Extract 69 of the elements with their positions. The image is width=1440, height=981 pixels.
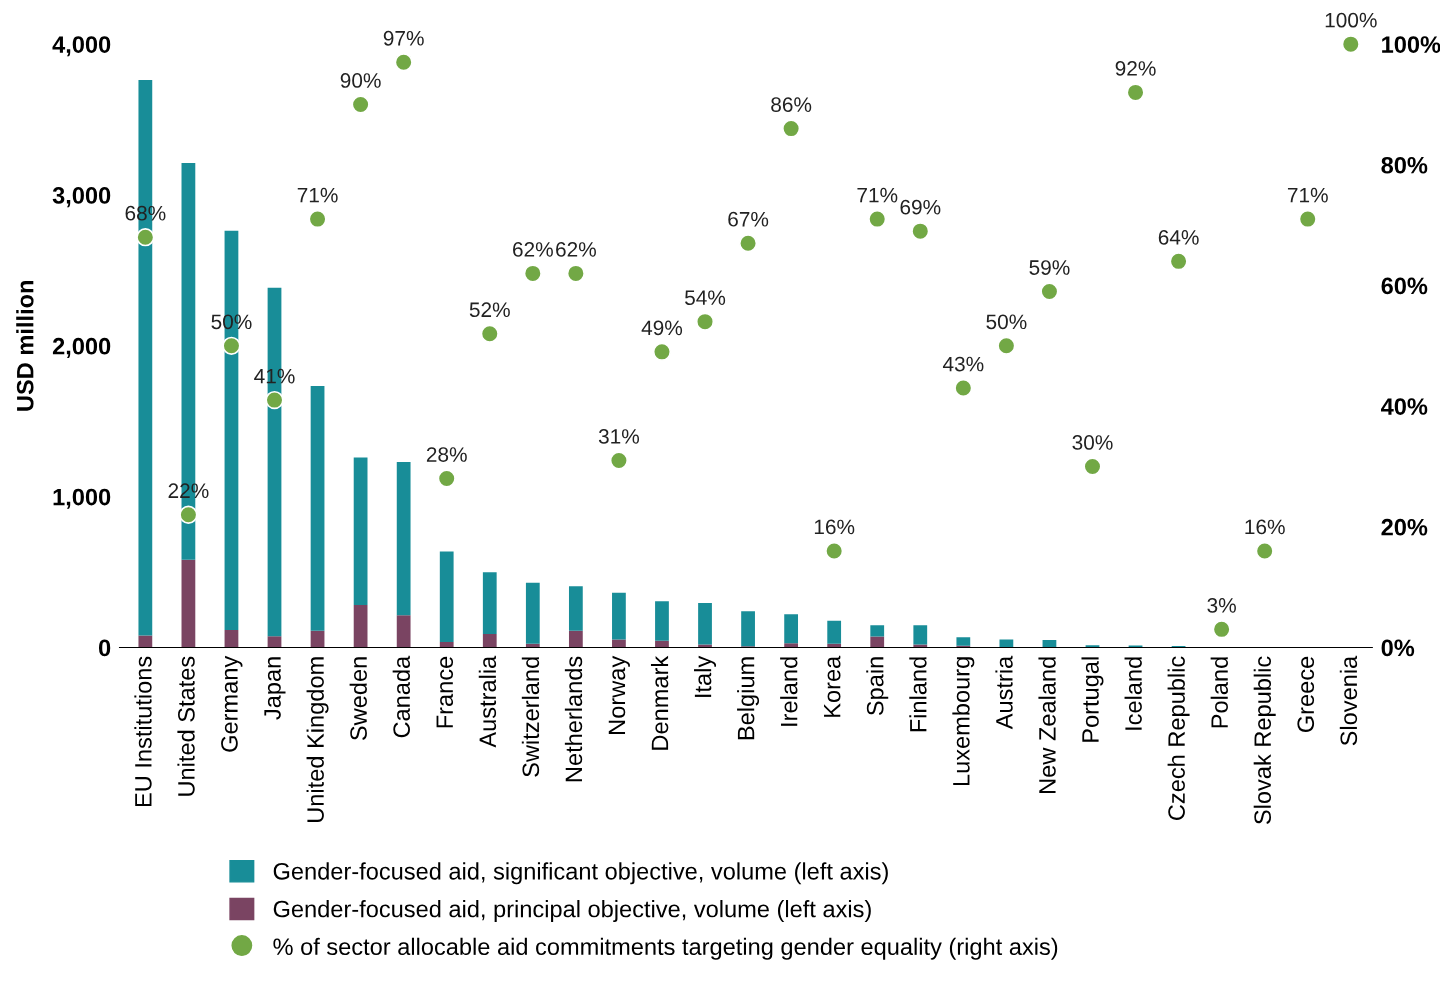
x-tick-label: Norway bbox=[608, 655, 630, 734]
x-tick-label: Ireland bbox=[780, 657, 798, 726]
y2-tick-label: 80% bbox=[1381, 156, 1428, 174]
data-label: 69% bbox=[900, 199, 941, 215]
x-tick-label: Austria bbox=[995, 655, 1013, 730]
data-label: 52% bbox=[469, 302, 510, 318]
y-tick-label: 3,000 bbox=[52, 187, 111, 208]
y2-tick-label: 20% bbox=[1381, 518, 1428, 536]
x-tick-label: New Zealand bbox=[1038, 657, 1056, 793]
data-label: 62% bbox=[556, 242, 596, 257]
data-label: 54% bbox=[685, 290, 726, 306]
data-label: 28% bbox=[426, 447, 467, 462]
data-label: 67% bbox=[728, 211, 769, 227]
data-label: 71% bbox=[857, 187, 898, 203]
legend-label: % of sector allocable aid commitments targeting gender equality (right axis) bbox=[273, 937, 1058, 960]
legend-label: Gender-focused aid, significant objective, volume (left axis) bbox=[273, 862, 888, 885]
x-tick-label: Denmark bbox=[650, 655, 669, 750]
data-label: 97% bbox=[383, 30, 424, 46]
x-tick-label: Finland bbox=[909, 657, 927, 732]
y-tick-label: 2,000 bbox=[52, 337, 111, 359]
data-label: 49% bbox=[641, 320, 683, 336]
x-tick-label: Switzerland bbox=[521, 657, 540, 777]
x-tick-label: EU Institutions bbox=[134, 656, 152, 807]
y-tick-label: 4,000 bbox=[52, 36, 111, 57]
x-tick-label: Iceland bbox=[1124, 657, 1142, 730]
y2-tick-label: 40% bbox=[1381, 398, 1428, 415]
x-tick-label: Slovenia bbox=[1339, 655, 1358, 746]
x-tick-label: Portugal bbox=[1081, 657, 1104, 742]
x-tick-label: Greece bbox=[1297, 656, 1315, 733]
x-tick-label: Spain bbox=[866, 657, 889, 716]
x-tick-label: Sweden bbox=[349, 657, 367, 741]
x-tick-label: Japan bbox=[264, 657, 286, 720]
x-tick-label: United States bbox=[177, 656, 195, 796]
x-tick-label: Korea bbox=[824, 655, 841, 717]
y2-tick-label: 0% bbox=[1381, 639, 1415, 657]
x-tick-label: Australia bbox=[478, 655, 497, 748]
data-label: 50% bbox=[986, 314, 1027, 330]
data-label: 43% bbox=[942, 356, 984, 372]
x-tick-label: Canada bbox=[392, 655, 410, 738]
data-label: 30% bbox=[1072, 435, 1113, 450]
y-tick-label: 1,000 bbox=[53, 488, 111, 509]
data-label: 16% bbox=[814, 519, 855, 535]
data-label: 86% bbox=[771, 97, 812, 112]
x-tick-label: Germany bbox=[221, 655, 243, 752]
legend-label: Gender-focused aid, principal objective, volume (left axis) bbox=[273, 900, 871, 923]
y2-tick-label: 60% bbox=[1381, 277, 1428, 295]
data-label: 3% bbox=[1207, 597, 1236, 613]
data-label: 31% bbox=[598, 429, 640, 444]
x-tick-label: Netherlands bbox=[564, 656, 583, 782]
data-label: 59% bbox=[1029, 260, 1070, 275]
x-tick-label: Luxembourg bbox=[952, 657, 975, 786]
data-label: 62% bbox=[513, 242, 553, 257]
data-label: 92% bbox=[1115, 61, 1156, 76]
y-tick-label: 0 bbox=[98, 639, 111, 657]
x-tick-label: Slovak Republic bbox=[1253, 656, 1276, 825]
data-label: 64% bbox=[1158, 229, 1199, 245]
data-label: 100% bbox=[1325, 12, 1377, 28]
data-label: 16% bbox=[1245, 519, 1285, 535]
y2-tick-label: 100% bbox=[1382, 36, 1440, 53]
x-tick-label: Belgium bbox=[737, 657, 760, 740]
x-tick-label: France bbox=[436, 656, 454, 728]
data-label: 90% bbox=[340, 73, 381, 88]
x-tick-label: United Kingdom bbox=[306, 657, 329, 822]
x-tick-label: Italy bbox=[694, 655, 717, 697]
data-label: 71% bbox=[297, 187, 338, 203]
x-tick-label: Czech Republic bbox=[1167, 656, 1190, 820]
data-label: 71% bbox=[1287, 187, 1328, 203]
x-tick-label: Poland bbox=[1210, 657, 1228, 728]
y-axis-title: USD million bbox=[16, 281, 34, 411]
